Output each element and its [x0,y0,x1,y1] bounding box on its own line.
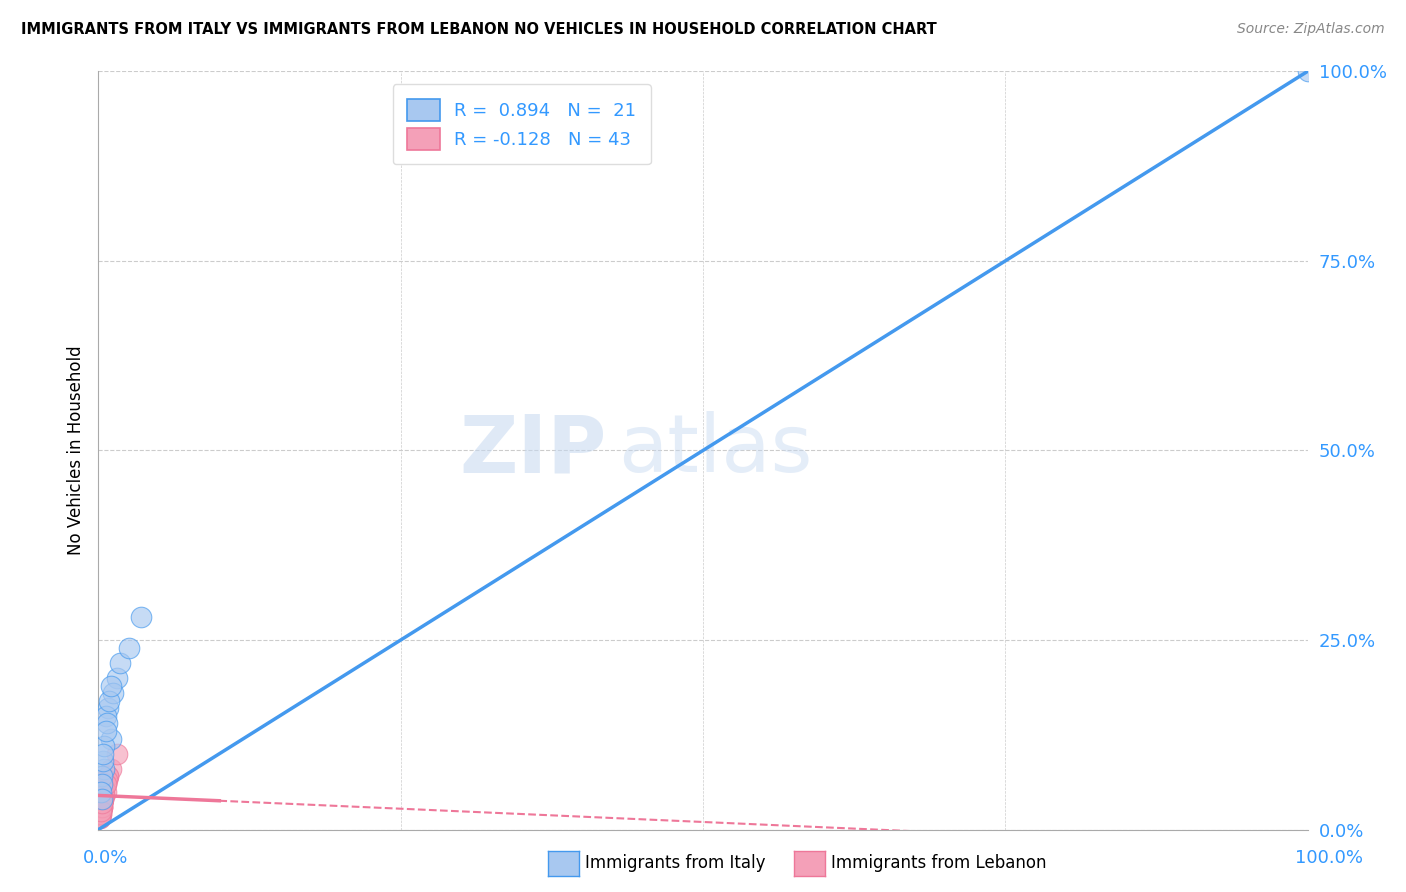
Point [91,769,114,784]
Point [89,807,111,822]
Point [89,807,111,822]
Point [129,610,152,624]
Point [105,747,128,761]
Point [91,792,114,806]
Point [91,796,114,810]
Point [91,792,114,806]
Point [90,804,112,818]
Legend: R =  0.894   N =  21, R = -0.128   N = 43: R = 0.894 N = 21, R = -0.128 N = 43 [392,84,651,164]
Point [93,780,115,795]
Text: Immigrants from Italy: Immigrants from Italy [585,855,765,872]
Point [91,755,114,769]
Point [100,731,122,746]
Point [97,701,120,715]
Point [97,769,120,784]
Text: 0.0%: 0.0% [83,849,128,867]
Point [93,780,115,795]
Point [101,686,124,700]
Point [91,789,114,803]
Point [89,796,111,810]
Point [89,811,111,825]
Point [90,804,112,818]
Point [90,804,112,818]
Point [89,811,111,825]
Point [91,796,114,810]
Point [89,804,111,818]
Point [89,807,111,822]
Point [90,807,112,822]
Point [96,773,118,788]
Point [93,789,115,803]
Point [91,792,114,806]
Point [91,785,114,799]
Point [90,796,112,810]
Point [90,800,112,814]
Point [118,640,141,655]
Point [94,708,117,723]
Text: IMMIGRANTS FROM ITALY VS IMMIGRANTS FROM LEBANON NO VEHICLES IN HOUSEHOLD CORREL: IMMIGRANTS FROM ITALY VS IMMIGRANTS FROM… [21,22,936,37]
Point [93,762,115,776]
Point [94,777,117,791]
Point [98,694,121,708]
Point [91,800,114,814]
Point [93,739,115,753]
Point [105,671,128,685]
Point [91,800,114,814]
Point [94,724,117,739]
Point [91,796,114,810]
Point [1296,64,1319,78]
Point [90,792,112,806]
Point [91,792,114,806]
Text: atlas: atlas [619,411,813,490]
Text: Source: ZipAtlas.com: Source: ZipAtlas.com [1237,22,1385,37]
Point [96,716,118,731]
Point [94,777,117,791]
Point [91,792,114,806]
Point [91,796,114,810]
Point [100,678,122,692]
Point [108,656,131,670]
Text: Immigrants from Lebanon: Immigrants from Lebanon [831,855,1046,872]
Point [94,785,117,799]
Point [89,807,111,822]
Text: 100.0%: 100.0% [1295,849,1362,867]
Point [91,747,114,761]
Point [90,800,112,814]
Point [90,785,112,799]
Y-axis label: No Vehicles in Household: No Vehicles in Household [66,345,84,556]
Point [91,789,114,803]
Point [91,777,114,791]
Point [100,762,122,776]
Point [90,807,112,822]
Point [93,785,115,799]
Point [97,769,120,784]
Text: ZIP: ZIP [458,411,606,490]
Point [91,800,114,814]
